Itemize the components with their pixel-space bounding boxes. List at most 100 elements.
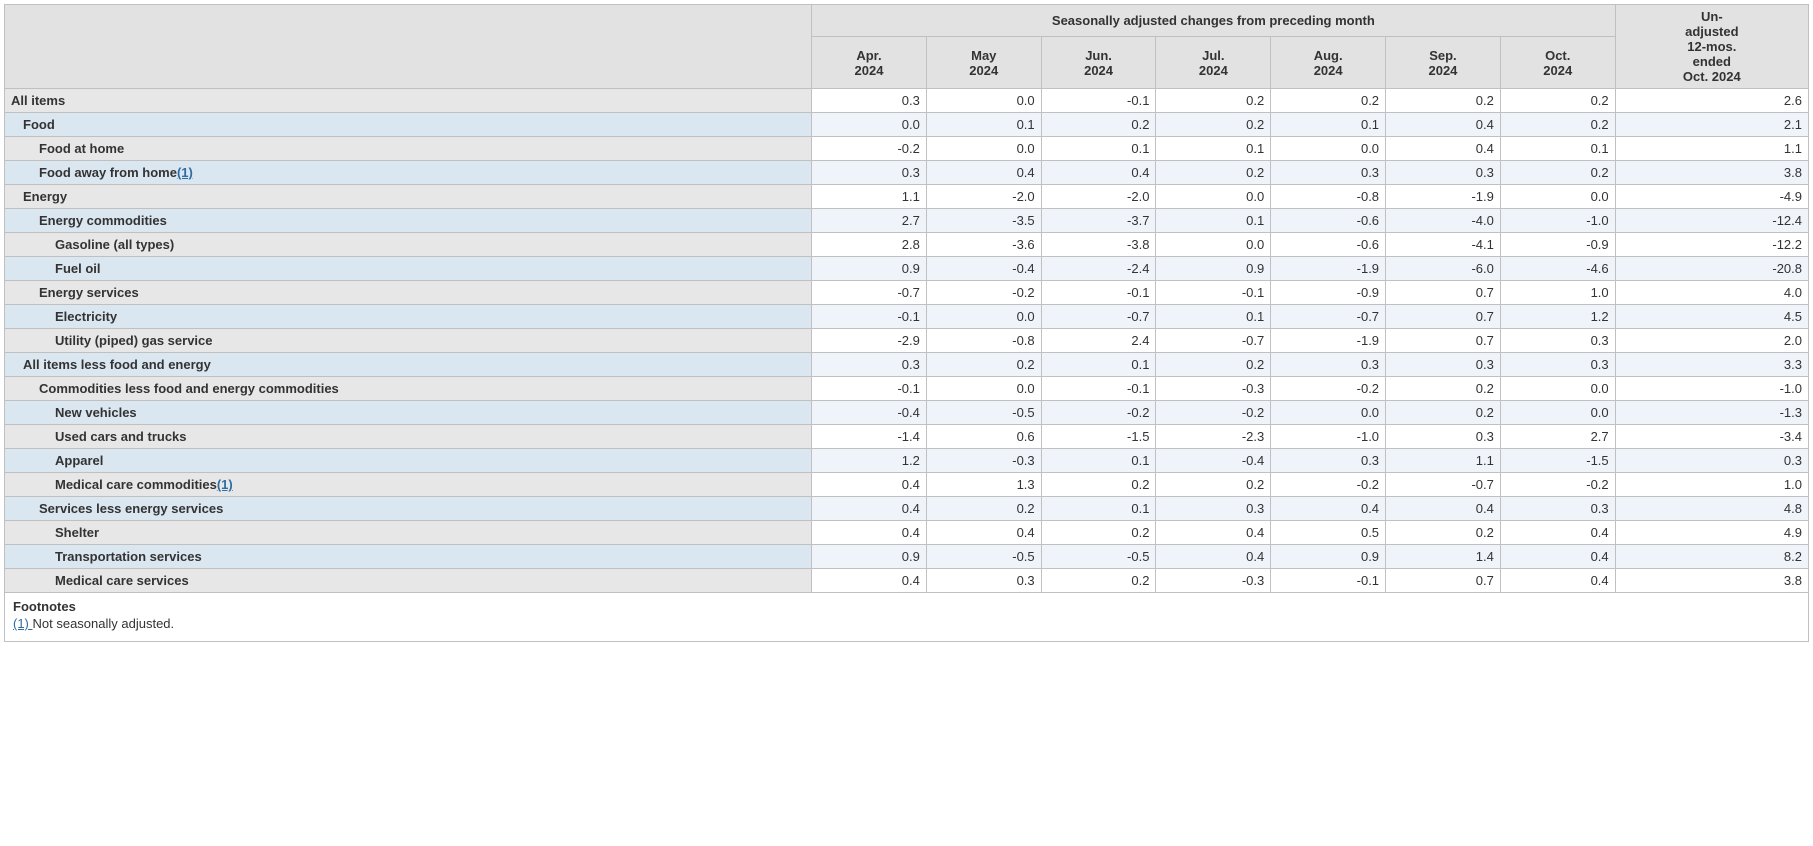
data-cell: -1.0	[1271, 425, 1386, 449]
data-cell: -2.9	[812, 329, 927, 353]
row-label: Energy services	[5, 281, 812, 305]
data-cell: 3.8	[1615, 161, 1808, 185]
data-cell: -0.1	[1271, 569, 1386, 593]
data-cell: 0.2	[1500, 113, 1615, 137]
data-cell: -0.5	[926, 401, 1041, 425]
data-cell: 0.3	[1271, 449, 1386, 473]
data-cell: -1.4	[812, 425, 927, 449]
data-cell: -0.1	[1041, 89, 1156, 113]
table-row: Services less energy services0.40.20.10.…	[5, 497, 1809, 521]
data-cell: 8.2	[1615, 545, 1808, 569]
header-month: Jul.2024	[1156, 37, 1271, 89]
data-cell: 0.9	[812, 257, 927, 281]
data-cell: -1.5	[1500, 449, 1615, 473]
data-cell: -2.4	[1041, 257, 1156, 281]
data-cell: 1.2	[812, 449, 927, 473]
table-row: Used cars and trucks-1.40.6-1.5-2.3-1.00…	[5, 425, 1809, 449]
table-body: All items0.30.0-0.10.20.20.20.22.6Food0.…	[5, 89, 1809, 593]
data-cell: 0.3	[1271, 161, 1386, 185]
data-cell: 0.3	[1500, 353, 1615, 377]
data-cell: 0.0	[1500, 377, 1615, 401]
footnote-ref-link[interactable]: (1)	[13, 616, 33, 631]
data-cell: -2.3	[1156, 425, 1271, 449]
data-cell: 0.0	[1156, 185, 1271, 209]
data-cell: -0.9	[1271, 281, 1386, 305]
data-cell: 0.2	[1041, 473, 1156, 497]
data-cell: 0.5	[1271, 521, 1386, 545]
data-cell: 2.7	[1500, 425, 1615, 449]
data-cell: 0.2	[1156, 161, 1271, 185]
data-cell: 0.6	[926, 425, 1041, 449]
row-label: Medical care services	[5, 569, 812, 593]
header-month: May2024	[926, 37, 1041, 89]
data-cell: 3.8	[1615, 569, 1808, 593]
data-cell: 0.0	[1500, 185, 1615, 209]
data-cell: -1.9	[1271, 257, 1386, 281]
data-cell: -0.6	[1271, 209, 1386, 233]
data-cell: -0.4	[812, 401, 927, 425]
data-cell: 0.1	[1156, 209, 1271, 233]
row-label: Shelter	[5, 521, 812, 545]
data-cell: -2.0	[926, 185, 1041, 209]
data-cell: 0.1	[1041, 497, 1156, 521]
data-cell: 4.0	[1615, 281, 1808, 305]
data-cell: 0.2	[1041, 113, 1156, 137]
data-cell: -0.5	[1041, 545, 1156, 569]
data-cell: -0.2	[926, 281, 1041, 305]
data-cell: 0.9	[812, 545, 927, 569]
data-cell: -0.1	[1041, 377, 1156, 401]
data-cell: 1.0	[1500, 281, 1615, 305]
data-cell: 0.0	[1156, 233, 1271, 257]
data-cell: -1.3	[1615, 401, 1808, 425]
data-cell: 0.1	[1500, 137, 1615, 161]
row-label: Transportation services	[5, 545, 812, 569]
data-cell: 0.7	[1386, 329, 1501, 353]
table-row: New vehicles-0.4-0.5-0.2-0.20.00.20.0-1.…	[5, 401, 1809, 425]
data-cell: 1.1	[1386, 449, 1501, 473]
data-cell: -1.0	[1500, 209, 1615, 233]
data-cell: 0.0	[812, 113, 927, 137]
data-cell: 2.7	[812, 209, 927, 233]
cpi-table: Seasonally adjusted changes from precedi…	[4, 4, 1809, 593]
data-cell: 0.1	[1041, 449, 1156, 473]
data-cell: -3.5	[926, 209, 1041, 233]
data-cell: -0.2	[812, 137, 927, 161]
data-cell: -0.6	[1271, 233, 1386, 257]
data-cell: -3.6	[926, 233, 1041, 257]
row-label: Energy commodities	[5, 209, 812, 233]
table-header: Seasonally adjusted changes from precedi…	[5, 5, 1809, 89]
row-label: Commodities less food and energy commodi…	[5, 377, 812, 401]
table-row: Medical care commodities(1)0.41.30.20.2-…	[5, 473, 1809, 497]
header-month: Aug.2024	[1271, 37, 1386, 89]
data-cell: 0.0	[1271, 137, 1386, 161]
data-cell: 0.0	[926, 89, 1041, 113]
data-cell: 0.4	[1500, 521, 1615, 545]
data-cell: -0.2	[1156, 401, 1271, 425]
data-cell: 0.0	[926, 305, 1041, 329]
data-cell: -0.7	[1386, 473, 1501, 497]
row-label: Gasoline (all types)	[5, 233, 812, 257]
row-label: Food at home	[5, 137, 812, 161]
footnote-ref[interactable]: (1)	[177, 165, 193, 180]
data-cell: 3.3	[1615, 353, 1808, 377]
data-cell: 0.4	[812, 569, 927, 593]
data-cell: 0.4	[1500, 545, 1615, 569]
data-cell: 1.3	[926, 473, 1041, 497]
data-cell: -0.1	[812, 305, 927, 329]
data-cell: 0.4	[926, 161, 1041, 185]
header-annual: Un-adjusted12-mos.endedOct. 2024	[1615, 5, 1808, 89]
header-month: Jun.2024	[1041, 37, 1156, 89]
footnote-ref[interactable]: (1)	[217, 477, 233, 492]
data-cell: 0.4	[1156, 545, 1271, 569]
data-cell: 2.0	[1615, 329, 1808, 353]
table-row: Commodities less food and energy commodi…	[5, 377, 1809, 401]
row-label: Energy	[5, 185, 812, 209]
data-cell: 2.8	[812, 233, 927, 257]
data-cell: 0.4	[1500, 569, 1615, 593]
data-cell: 0.3	[1386, 161, 1501, 185]
data-cell: -0.3	[1156, 377, 1271, 401]
data-cell: -12.2	[1615, 233, 1808, 257]
data-cell: -0.1	[1156, 281, 1271, 305]
data-cell: 0.1	[926, 113, 1041, 137]
header-month: Oct.2024	[1500, 37, 1615, 89]
